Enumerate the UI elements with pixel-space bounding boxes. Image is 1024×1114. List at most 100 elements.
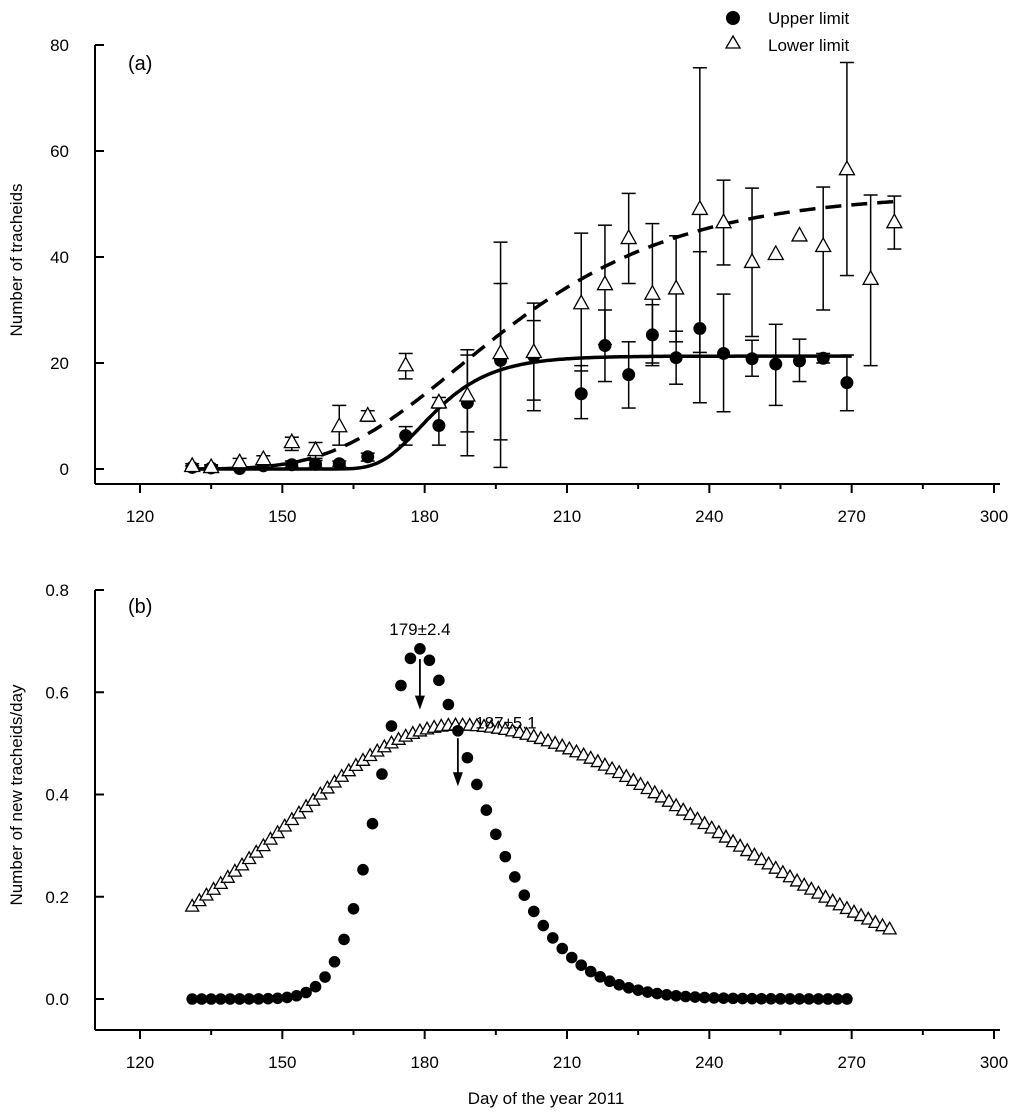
lower-limit-point: [231, 452, 249, 469]
lower-limit-point: [667, 279, 685, 295]
upper-limit-rate-point: [214, 993, 227, 1005]
lower-limit-rate-point: [789, 872, 805, 887]
upper-limit-rate-point: [546, 932, 559, 944]
lower-limit-rate-point: [661, 793, 677, 807]
upper-limit-point: [769, 357, 783, 371]
upper-limit-rate-point: [765, 993, 777, 1005]
upper-limit-rate-point: [347, 902, 360, 915]
panel-a-x-tick-label: 150: [268, 507, 296, 526]
lower-limit-rate-point: [711, 824, 727, 839]
panel-a-error-bars: [185, 61, 902, 470]
panel-b-y-tick-label: 0.2: [45, 888, 69, 907]
lower-limit-point: [814, 236, 832, 253]
lower-limit-rate-point: [583, 750, 599, 764]
lower-limit-fit-curve: [192, 199, 895, 471]
upper-limit-rate-point: [812, 993, 825, 1005]
upper-limit-rate-point: [509, 871, 521, 883]
lower-limit-rate-point: [262, 831, 279, 845]
upper-limit-rate-point: [594, 971, 607, 983]
upper-limit-rate-point: [632, 984, 644, 996]
lower-limit-rate-point: [796, 877, 812, 891]
panel-b-y-axis-label: Number of new tracheids/day: [7, 684, 26, 906]
lower-limit-rate-point: [732, 838, 748, 852]
legend: Upper limit Lower limit: [724, 9, 850, 55]
lower-limit-rate-point: [654, 788, 670, 803]
panel-b-x-tick-label: 270: [837, 1053, 865, 1072]
legend-upper-limit-marker: [726, 11, 740, 25]
lower-limit-rate-point: [269, 824, 286, 839]
lower-limit-rate-point: [874, 917, 891, 932]
upper-limit-rate-point: [736, 992, 749, 1005]
panel-a-x-tick-label: 240: [695, 507, 723, 526]
lower-limit-point: [743, 252, 761, 269]
lower-limit-rate-point: [625, 772, 642, 786]
panel-a-fit-curves: [192, 199, 895, 471]
upper-limit-rate-point: [271, 992, 284, 1005]
panel-b-y-tick-label: 0.8: [45, 581, 69, 600]
upper-limit-point: [574, 387, 588, 401]
lower-limit-point: [458, 386, 476, 402]
lower-limit-point: [691, 199, 709, 216]
upper-limit-rate-point: [575, 959, 588, 971]
panel-a-y-tick-label: 40: [50, 248, 69, 267]
panel-a-markers: [183, 159, 903, 475]
upper-limit-rate-point: [708, 992, 720, 1004]
upper-limit-rate-point: [319, 971, 331, 983]
upper-limit-rate-point: [243, 993, 255, 1005]
upper-limit-rate-point: [357, 863, 369, 876]
upper-limit-point: [717, 346, 731, 360]
upper-limit-rate-point: [262, 992, 274, 1005]
lower-limit-rate-point: [255, 837, 271, 852]
panel-a-y-axis-label: Number of tracheids: [7, 183, 26, 336]
upper-limit-rate-point: [309, 980, 322, 993]
upper-limit-rate-point: [499, 850, 512, 863]
peak-arrowhead: [414, 695, 425, 710]
lower-limit-rate-point: [867, 914, 883, 929]
lower-limit-rate-point: [882, 920, 898, 935]
lower-limit-rate-point: [746, 846, 763, 861]
lower-limit-point: [359, 406, 377, 422]
lower-limit-point: [596, 274, 614, 291]
panel-a-x-tick-label: 270: [837, 507, 865, 526]
lower-limit-rate-point: [618, 768, 634, 783]
upper-limit-rate-point: [622, 981, 635, 994]
panel-b-y-tick-label: 0.4: [45, 786, 69, 805]
upper-limit-point: [669, 351, 683, 365]
lower-limit-rate-point: [803, 881, 819, 895]
lower-limit-point: [767, 244, 785, 261]
lower-limit-point: [254, 449, 272, 466]
lower-limit-point: [202, 457, 220, 474]
peak-annotation: 179±2.4: [389, 620, 450, 639]
upper-limit-rate-point: [793, 993, 806, 1005]
upper-limit-rate-point: [376, 768, 388, 780]
upper-limit-rate-point: [385, 720, 398, 732]
upper-limit-rate-point: [224, 993, 236, 1005]
panel-a-axes: 0 20 40 60 80 120 150 180 210 240 270 300: [50, 36, 1008, 526]
panel-a-x-tick-label: 210: [553, 507, 581, 526]
lower-limit-rate-point: [810, 885, 827, 899]
upper-limit-rate-point: [461, 751, 474, 764]
upper-limit-rate-point: [338, 933, 350, 946]
upper-limit-point: [645, 328, 659, 342]
panel-a-x-tick-label: 300: [980, 507, 1008, 526]
lower-limit-rate-point: [832, 896, 848, 911]
upper-limit-rate-point: [717, 992, 730, 1004]
upper-limit-rate-point: [471, 778, 483, 791]
peak-arrowhead: [452, 772, 463, 787]
lower-limit-rate-point: [675, 802, 691, 816]
lower-limit-rate-point: [817, 889, 834, 903]
upper-limit-fit-curve: [192, 354, 852, 471]
panel-a-y-tick-label: 60: [50, 142, 69, 161]
upper-limit-rate-point: [784, 993, 796, 1005]
panel-a-label: (a): [128, 53, 152, 75]
upper-limit-rate-point: [490, 828, 502, 841]
lower-limit-rate-point: [668, 797, 684, 812]
upper-limit-rate-point: [746, 992, 758, 1005]
panel-b-label: (b): [128, 596, 152, 618]
lower-limit-rate-point: [704, 819, 720, 834]
lower-limit-point: [525, 342, 543, 359]
lower-limit-rate-point: [853, 907, 869, 922]
upper-limit-rate-point: [195, 993, 208, 1005]
upper-limit-point: [332, 457, 346, 471]
